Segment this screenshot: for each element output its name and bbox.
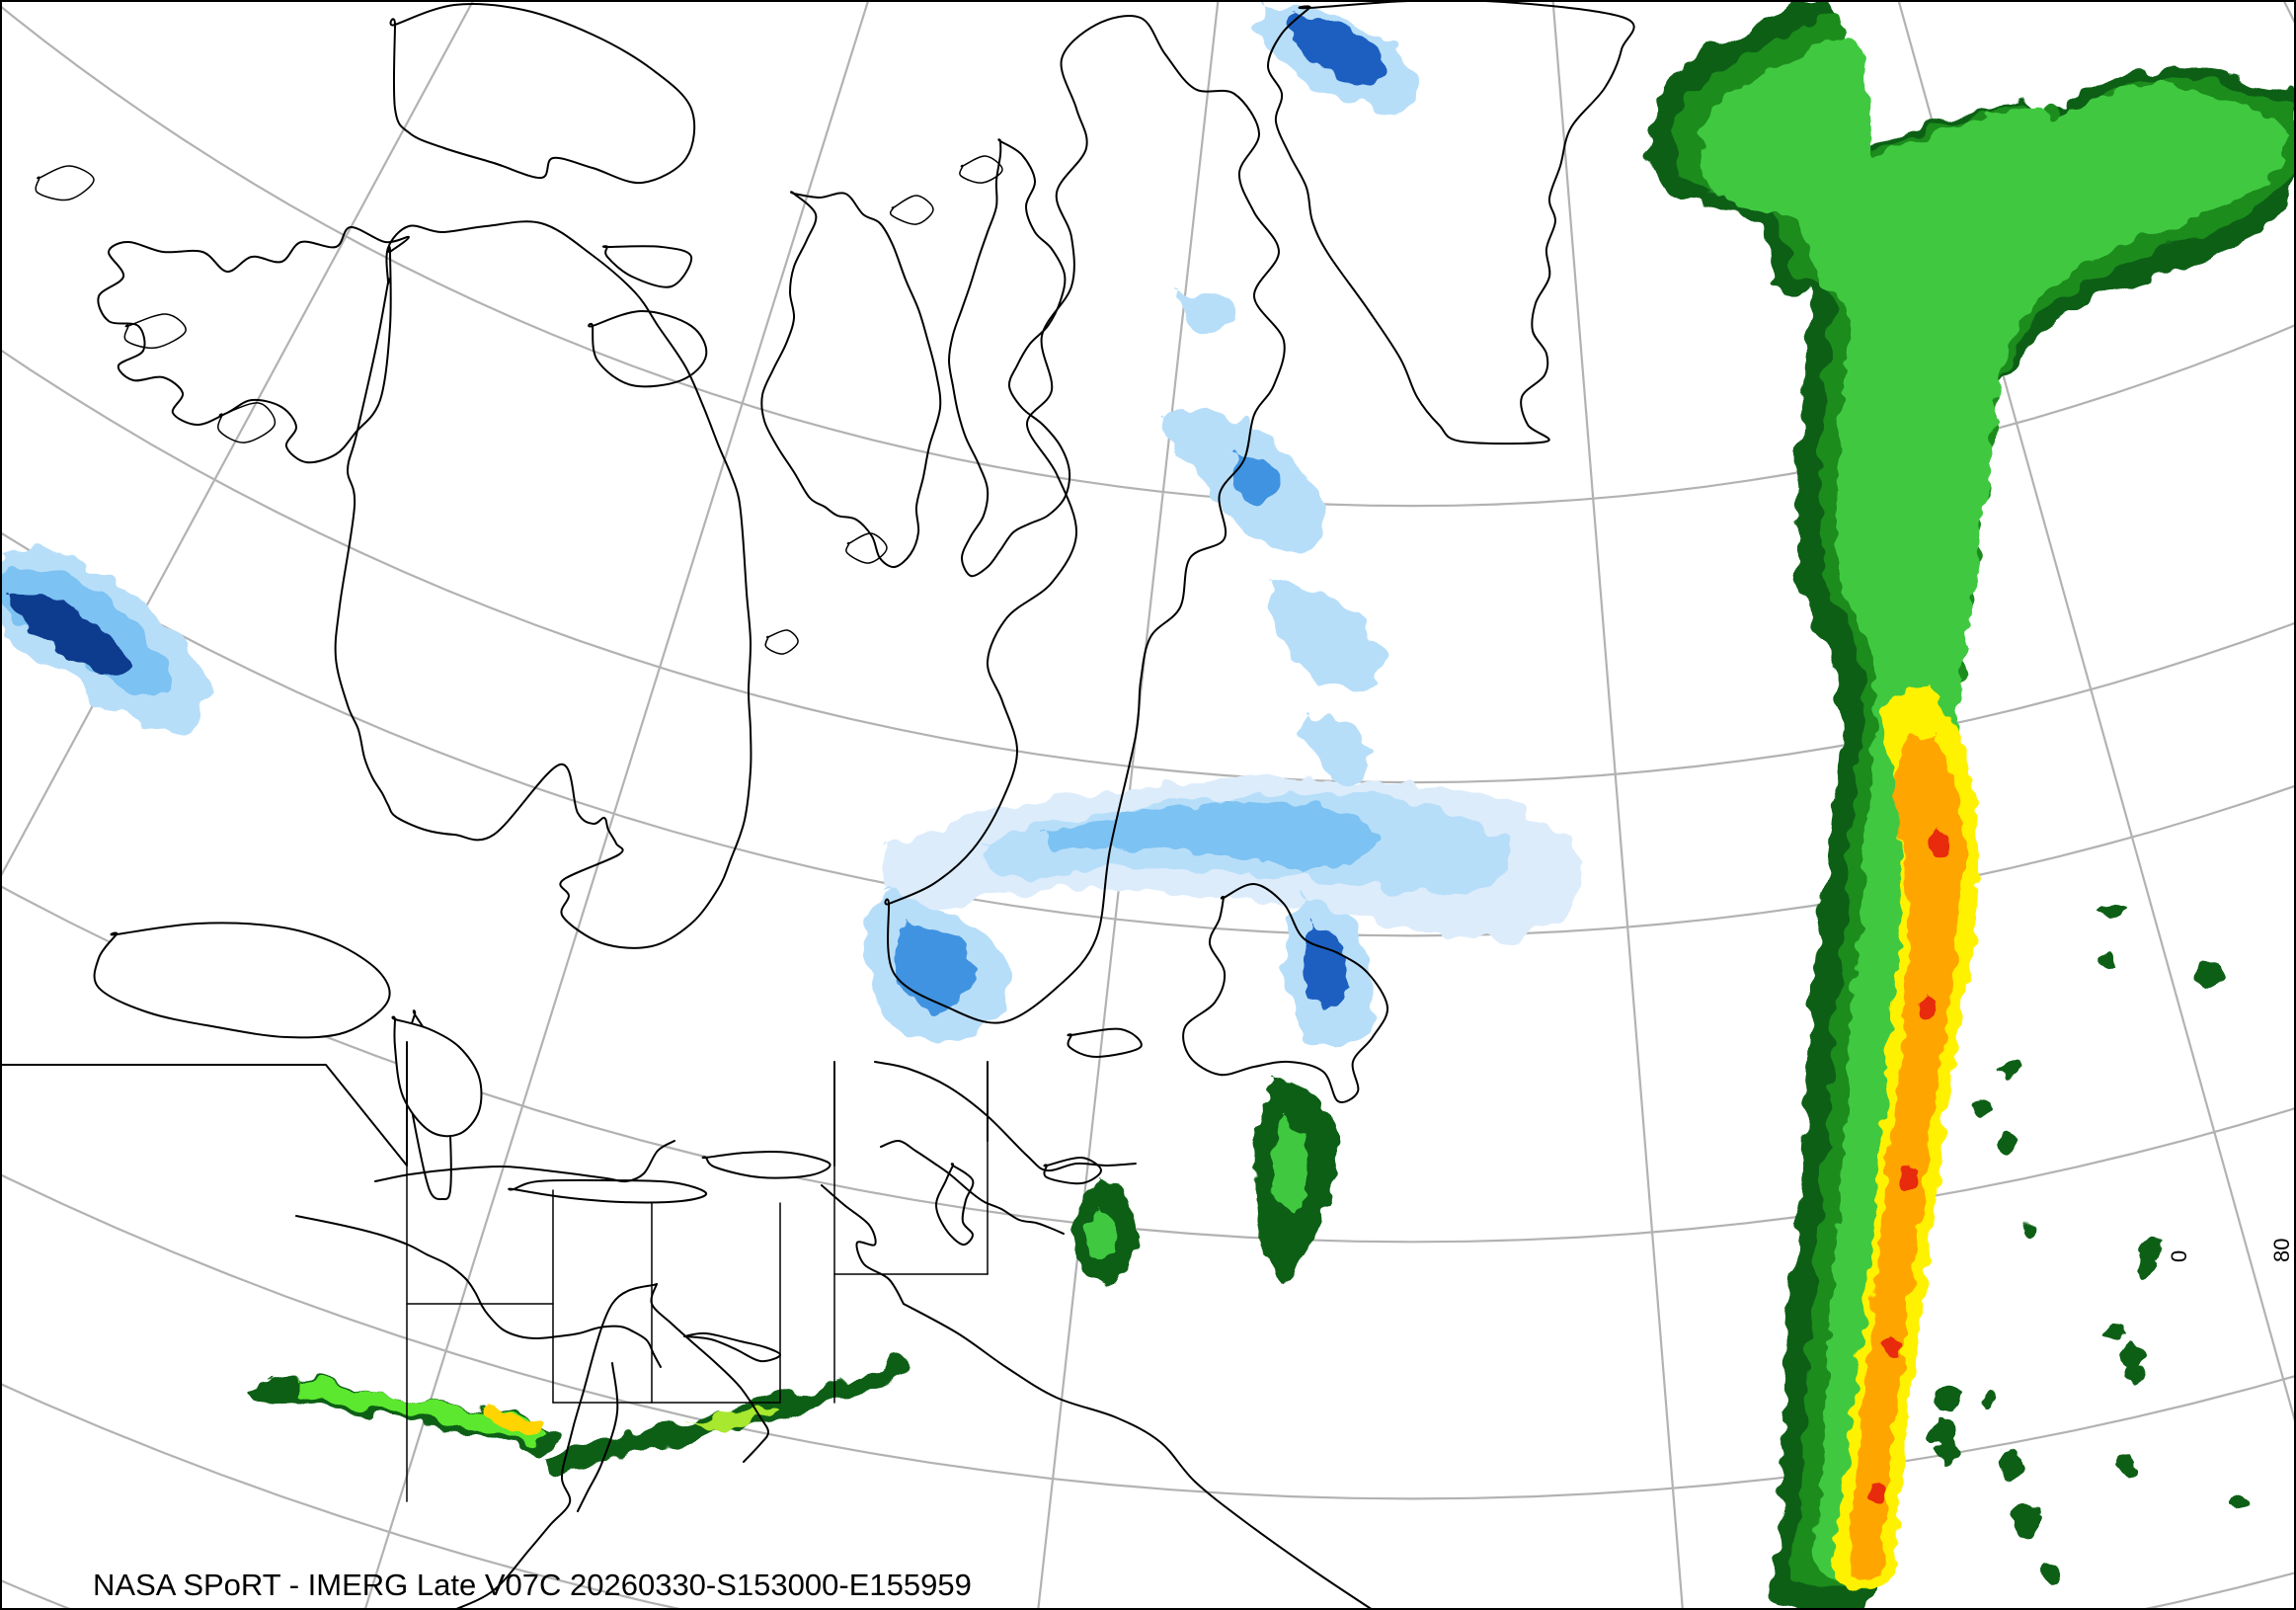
svg-text:NASA SPoRT - IMERG Late V07C 2: NASA SPoRT - IMERG Late V07C 20260330-S1…	[93, 1568, 972, 1602]
svg-text:80: 80	[2269, 1239, 2294, 1262]
svg-text:0: 0	[2167, 1250, 2191, 1262]
